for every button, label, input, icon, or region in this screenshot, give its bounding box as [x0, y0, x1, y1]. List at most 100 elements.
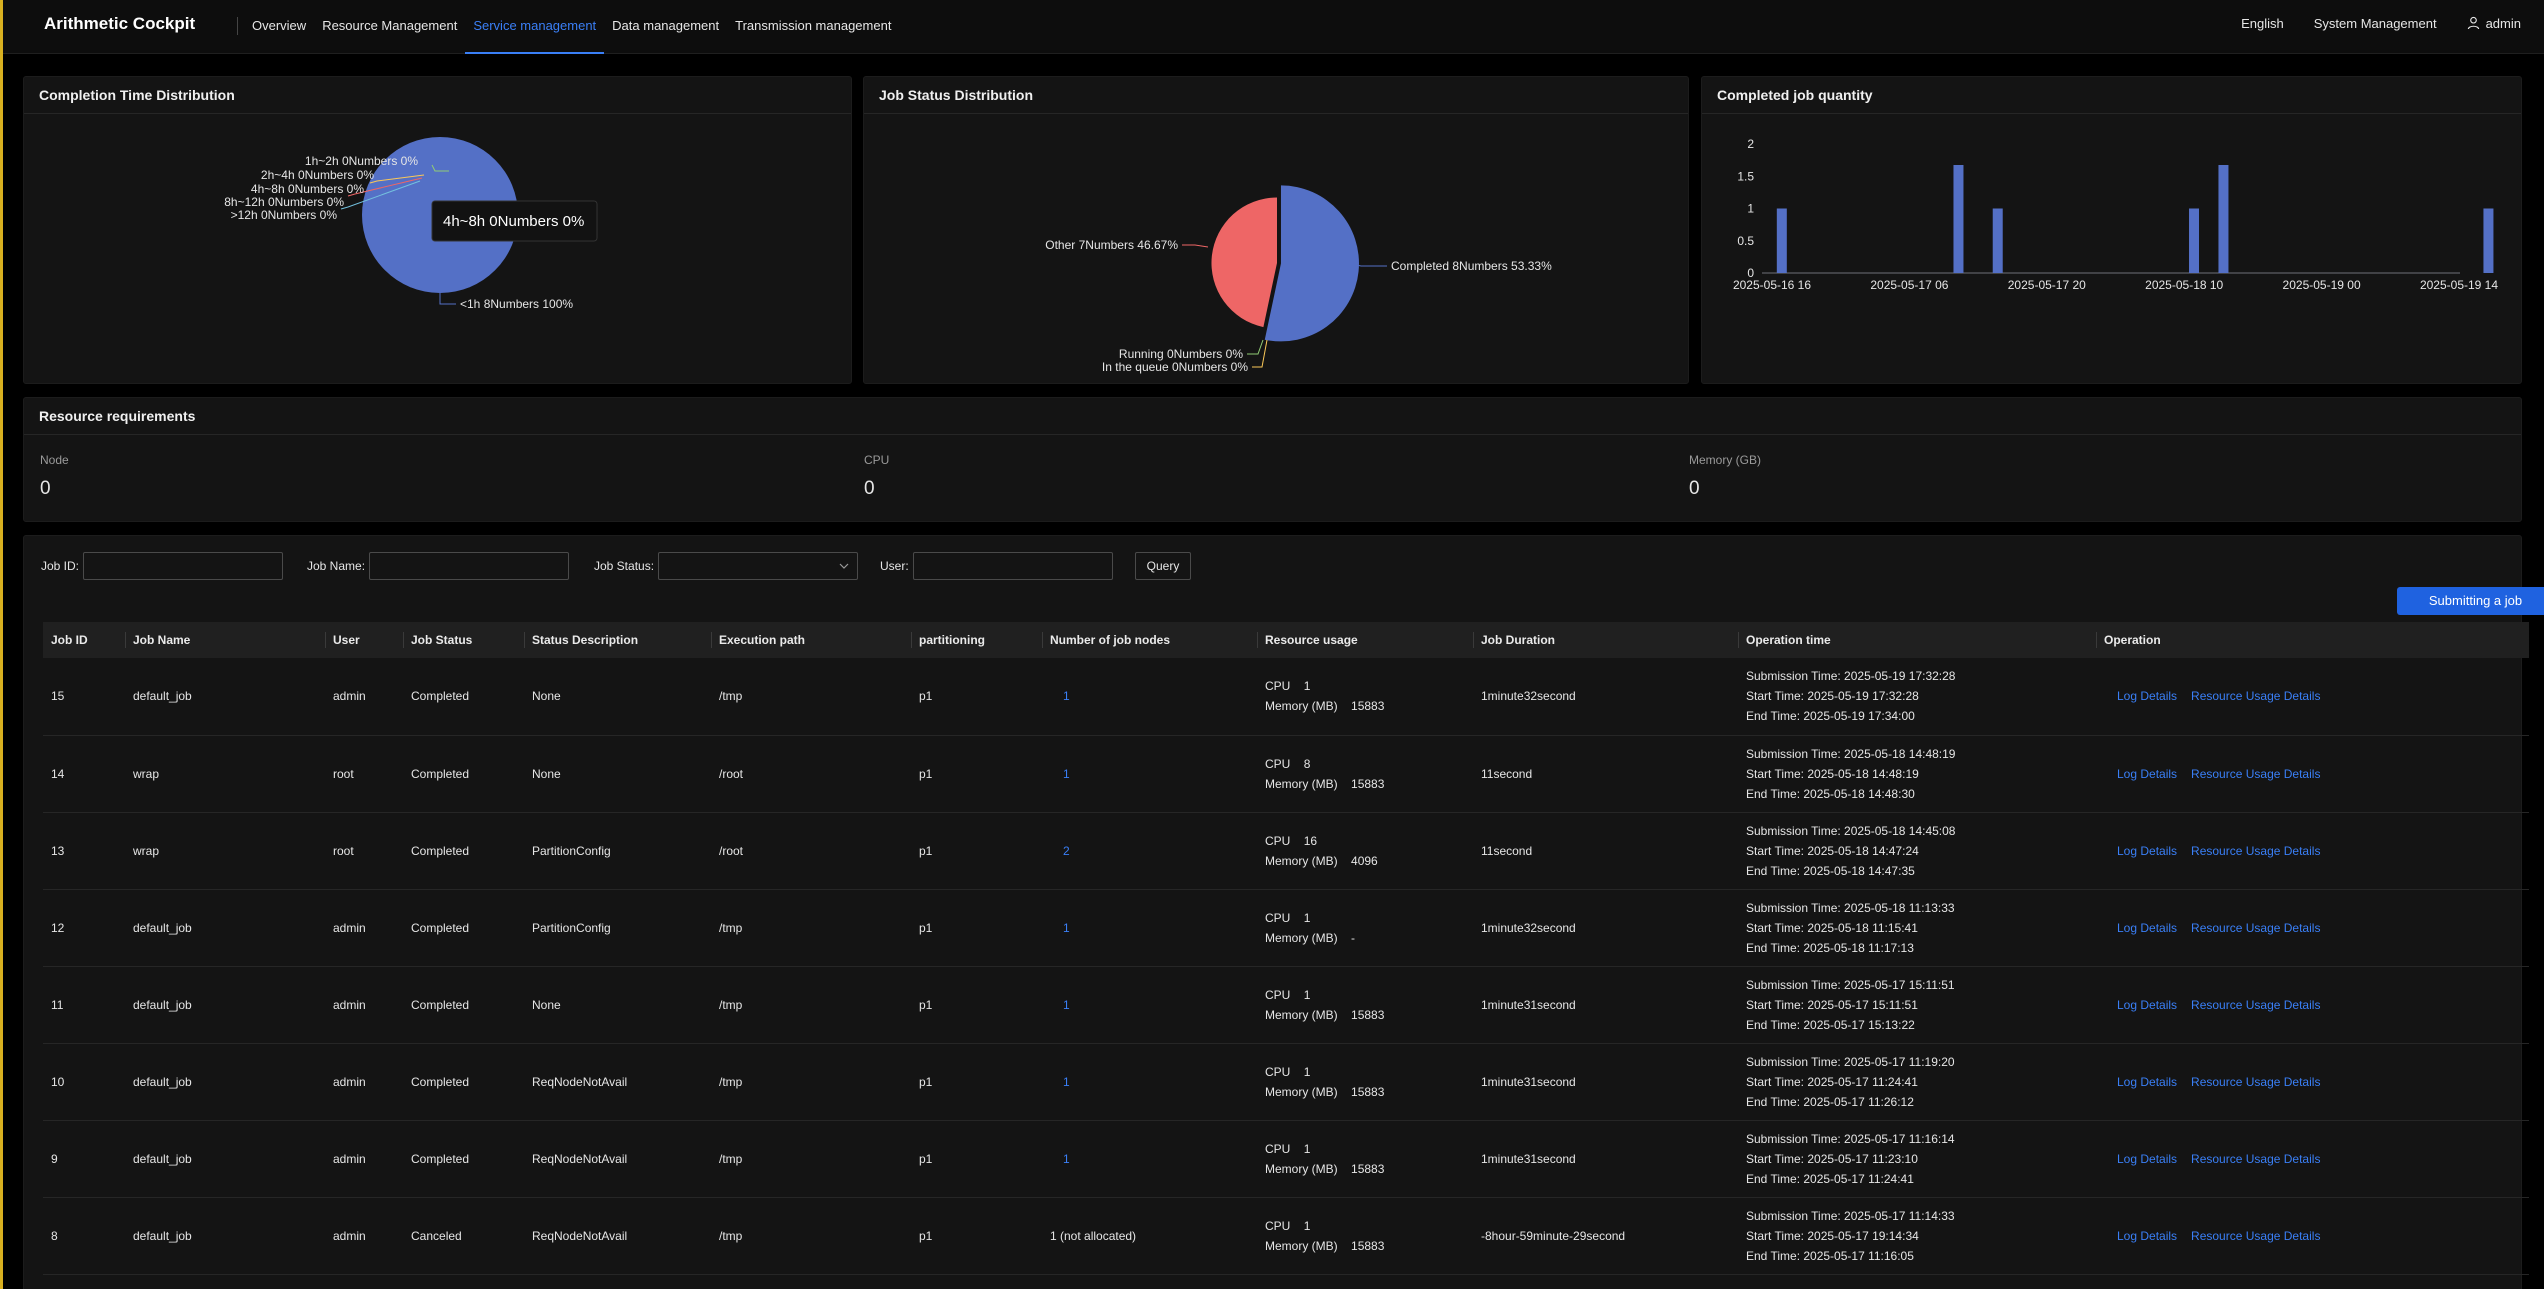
- log-details-link[interactable]: Log Details: [2117, 843, 2178, 858]
- cpu-label: CPU: [1265, 987, 1291, 1002]
- log-details-link[interactable]: Log Details: [2117, 689, 2178, 704]
- log-details-link[interactable]: Log Details: [2117, 1074, 2178, 1089]
- resource-usage-details-link[interactable]: Resource Usage Details: [2191, 766, 2321, 781]
- cell-job-nodes[interactable]: 1: [1063, 766, 1070, 781]
- nav-overview[interactable]: Overview: [252, 18, 307, 33]
- pie-slice-completed[interactable]: [1264, 185, 1359, 342]
- cell-job-status: Completed: [411, 689, 470, 704]
- cell-job-nodes[interactable]: 1: [1063, 1074, 1070, 1089]
- log-details-link[interactable]: Log Details: [2117, 1151, 2178, 1166]
- cell-execution-path: /tmp: [719, 1074, 743, 1089]
- cell-partitioning: p1: [919, 1074, 933, 1089]
- user-menu[interactable]: admin: [2467, 16, 2521, 31]
- cell-job-status: Completed: [411, 1151, 470, 1166]
- cell-job-id: 10: [51, 1074, 65, 1089]
- cpu-label: CPU: [1265, 1064, 1291, 1079]
- cell-status-description: None: [532, 997, 561, 1012]
- job-name-input[interactable]: [369, 552, 570, 580]
- start-time-value: 2025-05-17 19:14:34: [1807, 1228, 1919, 1243]
- user-input[interactable]: [912, 552, 1113, 580]
- resource-usage-details-link[interactable]: Resource Usage Details: [2191, 843, 2321, 858]
- cell-job-nodes[interactable]: 1: [1063, 1151, 1070, 1166]
- start-time-value: 2025-05-18 11:15:41: [1807, 920, 1918, 935]
- cell-job-name: default_job: [133, 1074, 192, 1089]
- top-navigation-bar: Arithmetic Cockpit Overview Resource Man…: [3, 0, 2544, 54]
- resource-usage-details-link[interactable]: Resource Usage Details: [2191, 1074, 2321, 1089]
- submission-time-label: Submission Time:: [1746, 823, 1845, 838]
- label-2h-4h: 2h~4h 0Numbers 0%: [261, 168, 374, 182]
- bar[interactable]: [2218, 165, 2229, 273]
- cpu-value: 1: [1303, 1218, 1311, 1233]
- bar[interactable]: [2189, 208, 2200, 274]
- bar[interactable]: [1953, 165, 1964, 273]
- cell-job-duration: 1minute31second: [1481, 1074, 1576, 1089]
- submission-time-value: 2025-05-19 17:32:28: [1844, 669, 1956, 684]
- job-id-input[interactable]: [83, 552, 284, 580]
- bar[interactable]: [1776, 208, 1787, 274]
- cell-job-nodes[interactable]: 2: [1063, 843, 1070, 858]
- language-switch[interactable]: English: [2241, 15, 2284, 31]
- cell-job-name: default_job: [133, 997, 192, 1012]
- cell-operation-time: Submission Time: 2025-05-18 11:13:33 Star…: [1738, 889, 2096, 966]
- cell-job-id: 13: [51, 843, 65, 858]
- cell-operation: Log Details Resource Usage Details: [2096, 1197, 2529, 1274]
- resource-usage-details-link[interactable]: Resource Usage Details: [2191, 997, 2321, 1012]
- resource-requirements-title: Resource requirements: [24, 398, 2521, 435]
- memory-label: Memory (MB): [1265, 1238, 1338, 1253]
- cell-status-description: ReqNodeNotAvail: [532, 1074, 628, 1089]
- cell-user: admin: [333, 997, 366, 1012]
- table-header-row: Job ID Job Name User Job Status Status D…: [43, 622, 2529, 658]
- resource-usage-details-link[interactable]: Resource Usage Details: [2191, 1228, 2321, 1243]
- user-icon: [2467, 16, 2479, 30]
- completed-quantity-card: Completed job quantity 0 0.5 1 1.5 2 2025-05-…: [1701, 76, 2522, 384]
- job-status-select[interactable]: [658, 552, 859, 580]
- cell-resource-usage: CPU 1 Memory (MB) -: [1257, 889, 1473, 966]
- bar[interactable]: [2483, 208, 2494, 274]
- completion-time-pie-chart: 1h~2h 0Numbers 0% 2h~4h 0Numbers 0% 4h~8…: [224, 137, 598, 311]
- completion-time-title: Completion Time Distribution: [24, 77, 851, 114]
- leader-2h-4h: [431, 164, 449, 172]
- cell-operation: Log Details Resource Usage Details: [2096, 889, 2529, 966]
- resource-usage-details-link[interactable]: Resource Usage Details: [2191, 1151, 2321, 1166]
- pie-slice-other[interactable]: [1211, 197, 1277, 328]
- job-name-label: Job Name:: [307, 559, 366, 573]
- cell-job-nodes[interactable]: 1: [1063, 997, 1070, 1012]
- cell-operation: Log Details Resource Usage Details: [2096, 966, 2529, 1043]
- cell-operation: Log Details Resource Usage Details: [2096, 1120, 2529, 1197]
- cell-status-description: PartitionConfig: [532, 843, 611, 858]
- start-time-label: Start Time:: [1746, 997, 1808, 1012]
- submit-job-button[interactable]: Submitting a job: [2397, 587, 2544, 615]
- submission-time-value: 2025-05-18 14:48:19: [1844, 746, 1956, 761]
- bar[interactable]: [1992, 208, 2003, 274]
- nav-data-management[interactable]: Data management: [612, 18, 720, 33]
- log-details-link[interactable]: Log Details: [2117, 920, 2178, 935]
- query-button[interactable]: Query: [1135, 552, 1191, 580]
- log-details-link[interactable]: Log Details: [2117, 766, 2178, 781]
- label-4h-8h: 4h~8h 0Numbers 0%: [251, 182, 364, 196]
- cell-job-nodes[interactable]: 1: [1063, 689, 1070, 704]
- cell-job-name: default_job: [133, 689, 192, 704]
- start-time-label: Start Time:: [1746, 920, 1808, 935]
- end-time-label: End Time:: [1746, 863, 1804, 878]
- y-tick-label: 0.5: [1737, 234, 1754, 248]
- cell-job-nodes[interactable]: 1: [1063, 920, 1070, 935]
- col-job-nodes: Number of job nodes: [1042, 622, 1257, 658]
- nav-transmission-management[interactable]: Transmission management: [735, 18, 892, 33]
- job-id-filter: Job ID:: [41, 552, 284, 580]
- cell-execution-path: /root: [719, 843, 744, 858]
- x-tick-label: 2025-05-18 10: [2145, 278, 2223, 292]
- cell-operation-time: Submission Time: 2025-05-17 11:19:20 Star…: [1738, 1043, 2096, 1120]
- log-details-link[interactable]: Log Details: [2117, 1228, 2178, 1243]
- memory-value: 15883: [1351, 1084, 1385, 1099]
- log-details-link[interactable]: Log Details: [2117, 997, 2178, 1012]
- leader-lt1h: [439, 293, 456, 305]
- resource-usage-details-link[interactable]: Resource Usage Details: [2191, 689, 2321, 704]
- x-tick-label: 2025-05-19 14: [2420, 278, 2498, 292]
- resource-usage-details-link[interactable]: Resource Usage Details: [2191, 920, 2321, 935]
- cpu-label: CPU: [1265, 910, 1291, 925]
- cell-job-status: Completed: [411, 997, 470, 1012]
- system-management-link[interactable]: System Management: [2313, 15, 2437, 31]
- nav-resource-management[interactable]: Resource Management: [322, 18, 458, 33]
- nav-service-management[interactable]: Service management: [465, 0, 605, 54]
- resource-memory-value: 0: [1689, 478, 1700, 499]
